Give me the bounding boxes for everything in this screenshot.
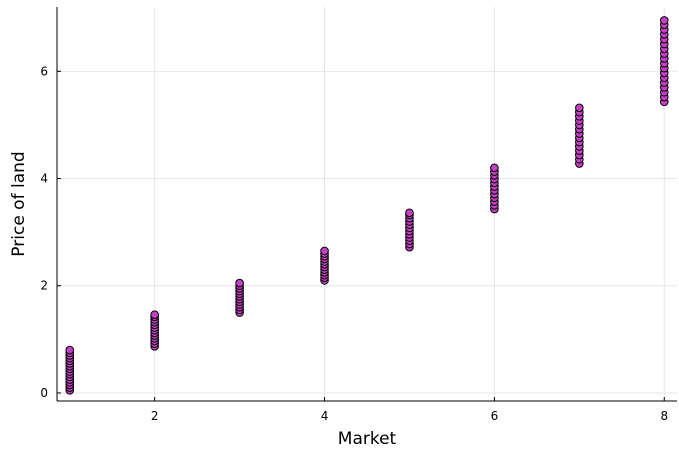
- data-point: [405, 208, 414, 218]
- data-points: [65, 16, 669, 395]
- x-tick-label: 8: [660, 409, 668, 423]
- data-point: [235, 278, 244, 288]
- data-point: [150, 310, 159, 319]
- data-point: [490, 163, 499, 173]
- grid: [57, 7, 677, 401]
- y-tick-label: 4: [40, 172, 48, 186]
- x-tick-label: 2: [151, 409, 159, 423]
- y-tick-label: 2: [40, 279, 48, 293]
- x-axis-title: Market: [338, 429, 397, 449]
- y-tick-label: 6: [40, 64, 48, 78]
- x-tick-labels: 2 4 6 8: [151, 409, 668, 423]
- data-point: [659, 16, 669, 25]
- y-axis-title: Price of land: [9, 151, 29, 256]
- x-tick-label: 4: [321, 409, 329, 423]
- data-point: [65, 345, 75, 355]
- y-tick-labels: 0 2 4 6: [40, 64, 48, 400]
- y-tick-label: 0: [40, 386, 48, 400]
- x-tick-label: 6: [491, 409, 499, 423]
- data-point: [320, 246, 329, 256]
- axes: [56, 7, 677, 402]
- data-point: [575, 103, 584, 113]
